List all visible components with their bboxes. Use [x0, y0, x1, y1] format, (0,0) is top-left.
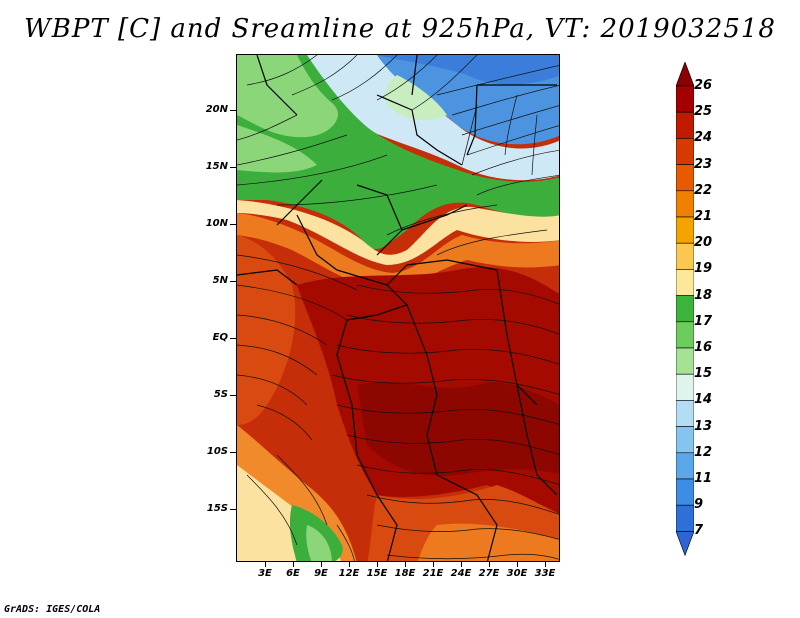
lat-tick	[230, 224, 236, 225]
colorbar-label: 24	[694, 130, 713, 146]
light-green-zone	[237, 55, 338, 138]
colorbar-label: 15	[694, 366, 713, 382]
lat-label-5s: 5S	[213, 389, 228, 400]
colorbar-segment	[676, 242, 694, 270]
colorbar-segment	[676, 373, 694, 401]
lon-tick	[517, 562, 518, 567]
colorbar-segment	[676, 504, 694, 532]
colorbar-segment	[676, 111, 694, 139]
colorbar-label: 13	[694, 418, 713, 434]
colorbar-segment	[676, 321, 694, 349]
credit-text: GrADS: IGES/COLA	[4, 604, 101, 615]
lon-tick	[545, 562, 546, 567]
yellow-band	[237, 200, 559, 265]
lat-label-15n: 15N	[205, 161, 228, 172]
colorbar-segment	[676, 452, 694, 480]
lon-label-18e: 18E	[394, 568, 416, 579]
colorbar-segment	[676, 426, 694, 454]
se-orange	[417, 523, 559, 561]
colorbar-segment	[676, 400, 694, 427]
colorbar-segment	[676, 164, 694, 192]
colorbar-segment	[676, 347, 694, 375]
colorbar-label: 20	[694, 235, 713, 251]
lat-tick	[230, 281, 236, 282]
lon-label-30e: 30E	[506, 568, 528, 579]
colorbar-label: 18	[694, 287, 713, 303]
lat-label-10s: 10S	[206, 446, 228, 457]
lat-tick	[230, 338, 236, 339]
lon-tick	[461, 562, 462, 567]
colorbar-top-arrow	[676, 62, 694, 87]
deep-blue-zone	[347, 55, 559, 85]
colorbar-label: 14	[694, 392, 713, 408]
lat-tick	[230, 110, 236, 111]
colorbar-label: 7	[694, 523, 704, 539]
lon-tick	[265, 562, 266, 567]
lon-label-21e: 21E	[422, 568, 444, 579]
colorbar-label: 16	[694, 340, 713, 355]
lon-tick	[377, 562, 378, 567]
colorbar-label: 23	[694, 156, 713, 172]
lon-tick	[405, 562, 406, 567]
lon-label-6e: 6E	[286, 568, 300, 579]
lon-tick	[349, 562, 350, 567]
colorbar-segment	[676, 478, 694, 506]
lon-tick	[489, 562, 490, 567]
colorbar-segment	[676, 216, 694, 244]
lat-tick	[230, 452, 236, 453]
west-band	[237, 235, 296, 425]
lon-label-27e: 27E	[478, 568, 500, 579]
colorbar-segment	[676, 269, 694, 296]
lat-label-10n: 10N	[205, 218, 228, 229]
map-title: WBPT [C] and Sreamline at 925hPa, VT: 20…	[24, 14, 776, 44]
colorbar-segment	[676, 138, 694, 165]
lat-tick	[230, 395, 236, 396]
colorbar-label: 12	[694, 444, 713, 460]
colorbar-bottom-arrow	[676, 531, 694, 557]
lat-label-eq: EQ	[212, 332, 228, 343]
lon-label-33e: 33E	[534, 568, 556, 579]
lon-tick	[293, 562, 294, 567]
lat-tick	[230, 167, 236, 168]
lon-label-3e: 3E	[258, 568, 272, 579]
colorbar-label: 17	[694, 313, 713, 329]
colorbar-label: 9	[694, 497, 704, 513]
lon-label-9e: 9E	[314, 568, 328, 579]
lon-label-24e: 24E	[450, 568, 472, 579]
colorbar-segment	[676, 295, 694, 323]
colorbar-label: 22	[694, 182, 713, 198]
country-borders	[237, 55, 558, 561]
map-panel[interactable]	[236, 54, 560, 562]
lon-label-12e: 12E	[338, 568, 360, 579]
colorbar-label: 21	[694, 209, 713, 224]
colorbar-label: 26	[694, 78, 713, 93]
colorbar-label: 11	[694, 471, 713, 486]
colorbar-segment	[676, 85, 694, 113]
lon-tick	[433, 562, 434, 567]
colorbar-label: 19	[694, 261, 713, 277]
lon-tick	[321, 562, 322, 567]
sw-light-green	[306, 525, 332, 561]
hottest-core	[357, 382, 559, 476]
lon-label-15e: 15E	[366, 568, 388, 579]
lat-label-5n: 5N	[212, 275, 228, 286]
lat-tick	[230, 509, 236, 510]
colorbar	[676, 62, 694, 557]
wbpt-field	[237, 55, 559, 561]
lat-label-15s: 15S	[206, 503, 228, 514]
streamlines	[237, 55, 559, 561]
lat-label-20n: 20N	[205, 104, 228, 115]
colorbar-segment	[676, 190, 694, 218]
colorbar-label: 25	[694, 104, 713, 120]
